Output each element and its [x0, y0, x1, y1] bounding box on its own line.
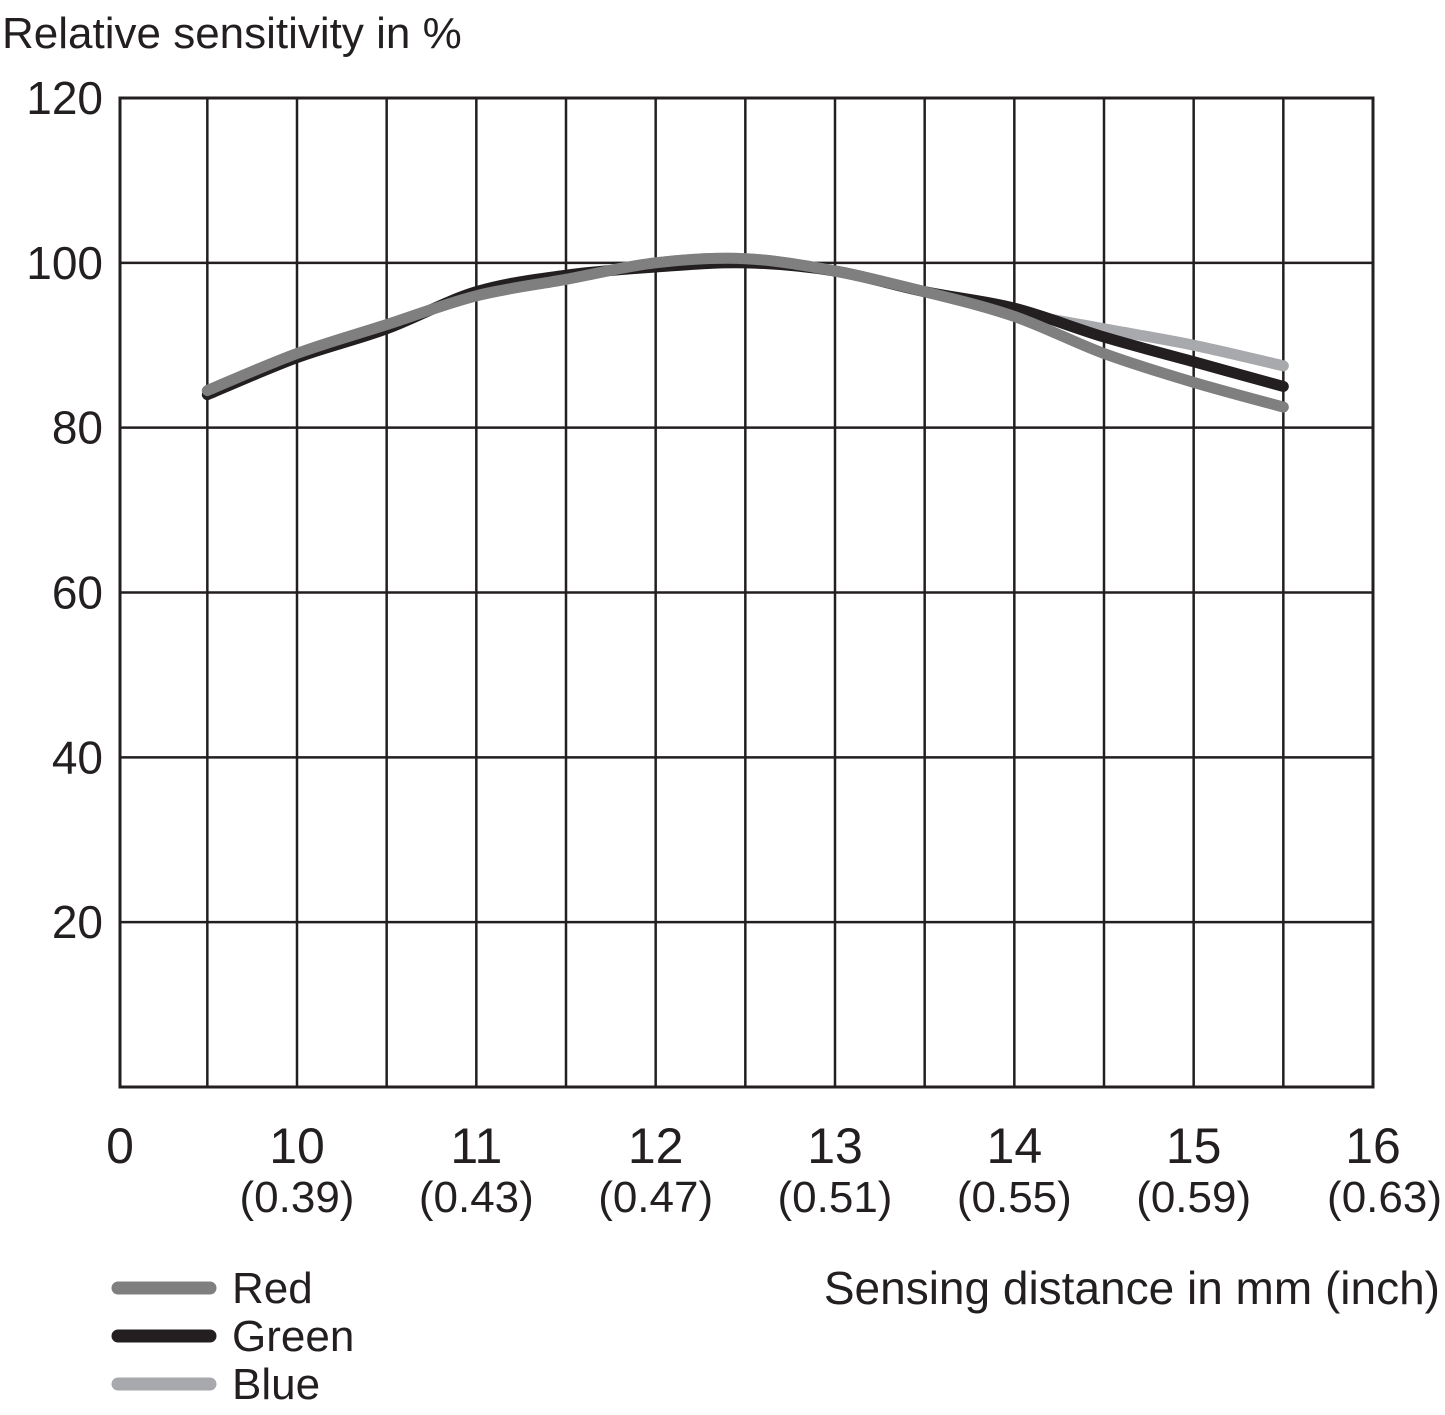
y-tick-label: 120: [26, 72, 103, 124]
y-tick-label: 80: [52, 402, 103, 454]
x-tick-label-inch: (0.47): [598, 1173, 713, 1222]
x-tick-label: 12: [628, 1118, 684, 1174]
legend-label: Blue: [232, 1360, 320, 1409]
y-tick-labels: 20 40 60 80 100 120: [26, 72, 103, 948]
x-tick-label-inch: (0.59): [1136, 1173, 1251, 1222]
y-tick-label: 100: [26, 237, 103, 289]
grid: [118, 96, 1375, 1089]
x-tick-label: 13: [807, 1118, 863, 1174]
x-tick-labels: 0 10(0.39) 11(0.43) 12(0.47) 13(0.51) 14(0.55…: [106, 1118, 1442, 1222]
x-tick-label-inch: (0.39): [240, 1173, 355, 1222]
x-axis-label: Sensing distance in mm (inch): [824, 1262, 1440, 1314]
series-lines: [201, 252, 1289, 413]
x-tick-label-inch: (0.63): [1327, 1173, 1442, 1222]
x-tick-label-inch: (0.55): [957, 1173, 1072, 1222]
x-tick-label-inch: (0.43): [419, 1173, 534, 1222]
y-tick-label: 20: [52, 896, 103, 948]
x-tick-label: 10: [269, 1118, 325, 1174]
y-axis-label: Relative sensitivity in %: [2, 9, 462, 58]
y-tick-label: 60: [52, 567, 103, 619]
y-tick-label: 40: [52, 731, 103, 783]
x-tick-label: 0: [106, 1118, 134, 1174]
series-line-red: [201, 252, 1289, 413]
legend-label: Red: [232, 1264, 313, 1313]
x-tick-label-inch: (0.51): [778, 1173, 893, 1222]
x-tick-label: 15: [1166, 1118, 1222, 1174]
x-tick-label: 14: [987, 1118, 1043, 1174]
legend-label: Green: [232, 1312, 354, 1361]
x-tick-label: 16: [1345, 1118, 1401, 1174]
x-tick-label: 11: [450, 1118, 502, 1174]
plot-frame: [118, 96, 1375, 1089]
